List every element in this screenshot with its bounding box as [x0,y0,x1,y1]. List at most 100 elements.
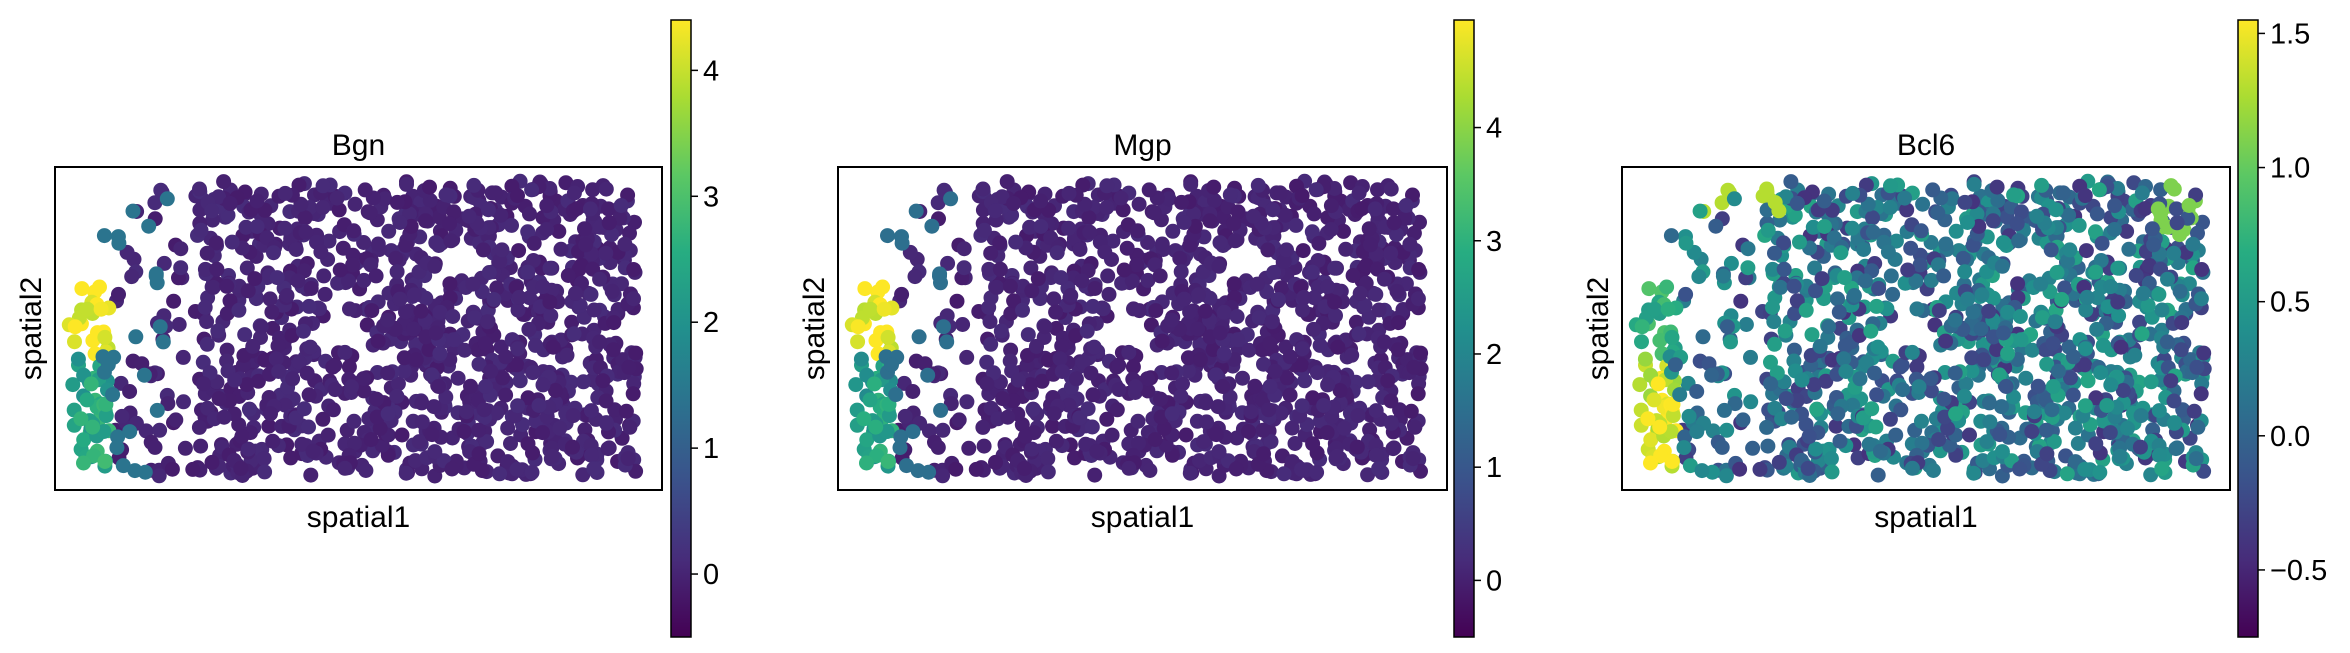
spot [216,409,232,425]
spot [1142,463,1158,478]
spot [1054,338,1070,354]
spot [155,334,171,350]
spot [511,243,527,259]
spot [2095,337,2111,353]
spot [1944,191,1960,207]
spot [237,327,253,343]
spot [247,271,263,287]
spot [1111,357,1127,373]
spot [261,418,277,434]
spot [1925,463,1941,478]
spot [2038,422,2054,438]
spot [1738,317,1754,332]
panel-title: Bgn [332,129,385,162]
spot [2190,419,2206,435]
spot [1727,396,1743,412]
colorbar [1454,20,1474,637]
spot [1371,461,1387,477]
spot [575,467,591,483]
spot [880,228,895,244]
spot [2185,236,2201,252]
spot [1883,268,1899,284]
spot [264,304,280,320]
spot [79,301,95,317]
spot [1154,236,1170,252]
spot [509,461,525,477]
spot [396,363,412,379]
spot [245,338,261,354]
spot [257,464,273,480]
spot [1385,201,1401,217]
spot [414,395,430,411]
spot [1368,403,1384,419]
spot [2146,237,2162,253]
spot [2013,332,2029,348]
spot [1871,281,1887,296]
spot [2151,286,2167,302]
spot [295,323,311,339]
spot [2077,188,2093,204]
spot [1230,204,1246,220]
spot [2168,201,2184,217]
spot [1061,185,1077,201]
spot [848,377,864,393]
spot [2099,398,2115,413]
spot [1216,346,1232,362]
spot [2173,342,2189,358]
spot [1715,268,1731,284]
spot [521,321,537,337]
spot [1183,176,1199,192]
spot [1894,357,1910,373]
spot [2034,310,2050,326]
spot [1319,425,1335,441]
spot [263,406,278,422]
spot [1192,352,1208,368]
spot [1411,262,1427,277]
spot [67,334,82,350]
spot [414,414,430,430]
spot [110,429,126,445]
spot [321,233,337,249]
spot [1323,222,1339,237]
spot [197,299,213,315]
spot [2033,276,2049,292]
spot [1883,178,1898,194]
spot [1182,304,1198,320]
spot [993,323,1009,339]
spot [370,333,386,349]
spot [1869,298,1884,314]
spot [888,387,904,403]
spot [1130,413,1146,429]
spot [269,270,285,286]
spot [284,328,300,343]
spot [427,444,443,460]
spot [466,177,482,193]
spot [2151,403,2167,419]
spot [1246,208,1261,224]
spot [626,262,642,277]
spot [1652,419,1668,435]
spot [1196,434,1211,450]
spot [205,279,221,295]
spot [337,460,353,476]
spot [1329,448,1345,464]
spot [566,185,582,201]
spot [199,245,215,261]
spot [2196,345,2212,361]
spot [2011,233,2027,249]
spot [265,433,281,449]
spot [285,371,301,387]
x-axis-label: spatial1 [307,501,410,534]
spot [493,207,509,223]
spot [1306,321,1321,337]
spot [859,432,875,448]
spot [392,291,408,307]
spot [1025,401,1041,417]
spot [1994,258,2010,274]
spot [1178,427,1194,443]
spot [1024,441,1040,457]
spot [2103,377,2119,393]
spot [219,306,235,321]
spot [1100,268,1116,284]
